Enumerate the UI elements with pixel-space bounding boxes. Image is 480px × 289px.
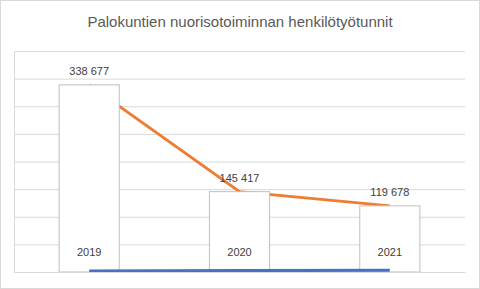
data-label: 145 417 <box>220 172 260 184</box>
chart-frame <box>1 1 480 289</box>
title: Palokuntien nuorisotoiminnan henkilötyöt… <box>87 13 393 30</box>
line <box>89 85 390 206</box>
grid-line <box>14 272 465 273</box>
x-axis: 2019 2020 2021 <box>15 246 466 273</box>
x-tick: 2020 <box>227 246 251 272</box>
line <box>89 269 390 272</box>
x-tick-label: 2021 <box>378 246 402 258</box>
bar <box>360 206 420 272</box>
grid-line <box>14 79 465 80</box>
grid-line <box>14 51 465 52</box>
plot: 338 677 145 417 119 678 2019 2020 2021 <box>14 52 466 273</box>
bar <box>209 192 269 272</box>
y-tick <box>14 272 465 273</box>
y-axis-line <box>15 52 466 273</box>
bar <box>59 85 119 272</box>
x-tick-label: 2019 <box>77 246 101 258</box>
x-axis-line <box>15 272 466 273</box>
chart: Palokuntien nuorisotoiminnan henkilötyöt… <box>0 0 480 289</box>
x-tick: 2019 <box>77 246 101 272</box>
y-tick <box>14 79 465 80</box>
data-label: 119 678 <box>370 186 409 198</box>
marks <box>59 85 420 272</box>
data-label: 338 677 <box>69 65 109 77</box>
x-tick: 2021 <box>378 246 402 272</box>
labels: 338 677 145 417 119 678 <box>69 65 409 198</box>
x-tick-label: 2020 <box>227 246 251 258</box>
y-axis <box>14 52 465 273</box>
y-tick <box>14 51 465 52</box>
